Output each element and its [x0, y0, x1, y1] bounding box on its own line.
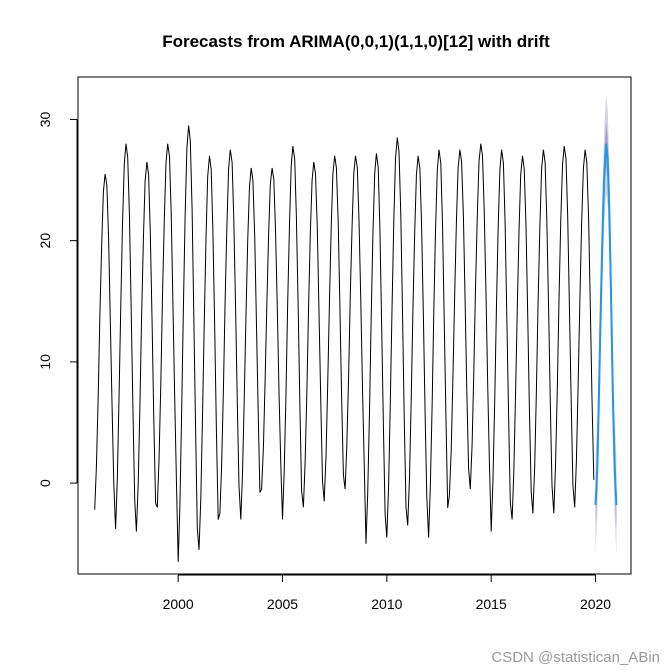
y-axis: 0 10 20 30 — [37, 111, 78, 487]
forecast-line — [594, 143, 618, 505]
chart-title: Forecasts from ARIMA(0,0,1)(1,1,0)[12] w… — [162, 32, 550, 51]
x-tick-label: 2020 — [580, 596, 611, 612]
y-tick-label: 20 — [37, 233, 53, 249]
history-line — [94, 125, 595, 562]
y-tick-label: 10 — [37, 354, 53, 370]
plot-frame — [77, 76, 632, 575]
x-tick-label: 2000 — [163, 596, 194, 612]
forecast-intervals — [595, 95, 617, 556]
watermark: CSDN @statistican_ABin — [491, 649, 660, 666]
x-tick-label: 2005 — [267, 596, 298, 612]
x-tick-label: 2010 — [371, 596, 402, 612]
y-tick-label: 30 — [37, 111, 53, 127]
history-series — [94, 125, 595, 562]
y-tick-label: 0 — [37, 479, 53, 487]
x-tick-label: 2015 — [476, 596, 507, 612]
x-axis: 2000 2005 2010 2015 2020 — [163, 574, 611, 612]
forecast-series — [594, 143, 618, 505]
